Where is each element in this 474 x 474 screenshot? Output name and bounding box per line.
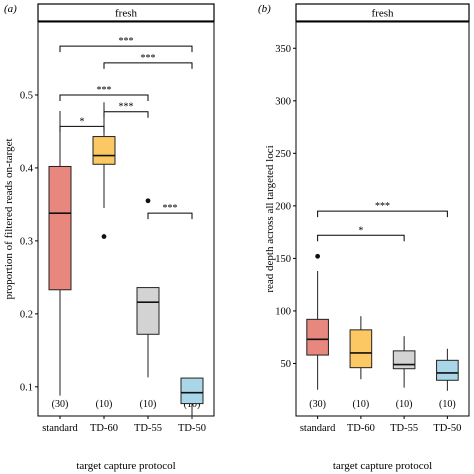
bracket-line [103,62,193,69]
significance-label: *** [375,201,390,212]
significance-bracket: * [317,225,405,242]
plot-frame [37,21,215,417]
strip-label: fresh [115,8,137,20]
x-tick-label: TD-50 [433,423,461,434]
x-tick-label: TD-60 [347,423,375,434]
x-tick-label: standard [42,423,78,434]
x-axis-title: target capture protocol [333,460,432,472]
sample-count-label: (10) [396,399,413,410]
bracket-line [59,125,105,133]
iqr-box [48,165,72,291]
box-td-50 [436,348,459,391]
significance-label: * [358,225,363,236]
box-td-55 [392,336,416,388]
strip-box [37,3,215,22]
strip-label: fresh [372,8,394,20]
y-tick-label: 0.5 [20,90,33,101]
y-tick-label: 350 [275,44,291,55]
panel-b: (b) fresh 50 100 150 200 250 300 350 read depth a… [258,3,470,472]
iqr-box [306,318,329,356]
significance-bracket: *** [317,201,448,218]
y-tick-label: 200 [275,201,291,212]
y-axis-title: proportion of filtered reads on-target [3,138,15,299]
iqr-box [436,359,459,381]
bracket-line [103,111,149,118]
iqr-box [136,287,160,335]
bracket-line [147,212,193,220]
sample-count-label: (10) [439,399,456,410]
significance-label: * [80,116,85,127]
panel-letter: (b) [258,3,271,15]
significance-label: *** [119,102,134,113]
significance-bracket: *** [59,85,149,101]
box-td-60 [92,102,116,239]
significance-bracket: *** [103,53,193,69]
significance-bracket: *** [103,102,149,118]
y-tick-label: 300 [275,96,291,107]
sample-count-label: (10) [140,399,157,410]
significance-label: *** [163,203,178,214]
iqr-box [180,377,204,405]
plot-frame [295,21,470,417]
significance-bracket: *** [59,36,193,53]
box-standard [306,253,329,390]
x-tick-label: TD-55 [390,423,418,434]
y-tick-label: 0.2 [20,309,33,320]
panel-letter: (a) [4,3,17,15]
iqr-box [392,350,416,370]
y-tick-label: 0.3 [20,236,33,247]
box-standard [48,111,72,396]
x-axis-title: target capture protocol [76,460,175,472]
box-td-55 [136,198,160,378]
y-tick-label: 50 [281,359,292,370]
y-tick-label: 100 [275,306,291,317]
strip-box [295,3,470,22]
bracket-line [59,94,149,101]
sample-count-label: (10) [353,399,370,410]
sample-count-label: (30) [52,399,69,410]
y-tick-label: 0.1 [20,382,33,393]
significance-bracket: *** [147,203,193,220]
outlier-point [101,234,107,239]
bracket-line [59,45,193,53]
bracket-line [317,210,448,218]
iqr-box [92,136,116,165]
outlier-point [145,198,151,204]
sample-count-label: (10) [96,399,113,410]
outlier-point [315,253,321,259]
significance-label: *** [119,36,134,47]
x-tick-label: TD-55 [134,423,162,434]
bracket-line [317,234,405,242]
box-td-50 [180,377,204,419]
significance-bracket: * [59,116,105,133]
x-tick-label: TD-60 [90,423,118,434]
iqr-box [349,329,373,369]
y-tick-label: 150 [275,254,291,265]
y-tick-label: 250 [275,149,291,160]
y-tick-label: 0.4 [20,163,34,174]
box-td-60 [349,316,373,380]
panel-a: (a) fresh 0.1 0.2 0.3 0.4 0.5 proportion of fil… [3,3,215,472]
x-tick-label: standard [300,423,336,434]
significance-label: *** [141,53,156,64]
sample-count-label: (30) [309,399,326,410]
significance-label: *** [97,85,112,96]
y-axis-title: read depth across all targeted loci [264,145,276,292]
x-tick-label: TD-50 [178,423,206,434]
